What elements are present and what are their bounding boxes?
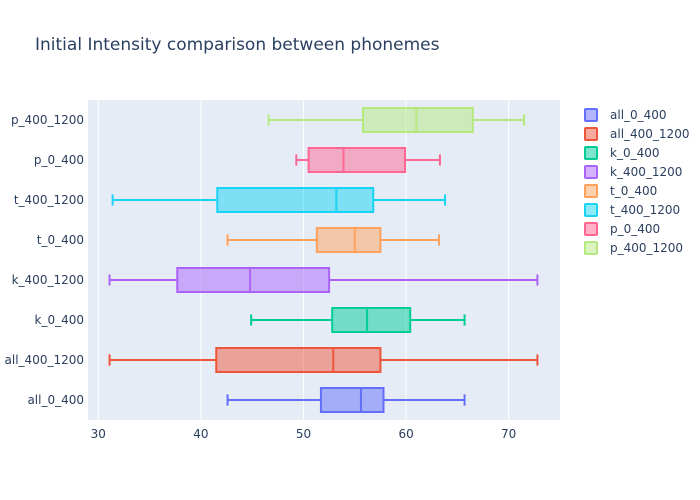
legend-label-t_400_1200: t_400_1200 bbox=[610, 203, 680, 217]
legend-swatch-k_0_400 bbox=[584, 146, 598, 160]
y-tick-label-t_400_1200: t_400_1200 bbox=[14, 193, 84, 207]
x-tick-label-30: 30 bbox=[91, 427, 106, 441]
box-k_0_400[interactable] bbox=[250, 307, 466, 333]
legend-item-p_400_1200[interactable]: p_400_1200 bbox=[584, 241, 683, 255]
box-p_0_400[interactable] bbox=[295, 147, 441, 173]
y-tick-label-t_0_400: t_0_400 bbox=[37, 233, 84, 247]
legend-swatch-k_400_1200 bbox=[584, 165, 598, 179]
legend-item-all_400_1200[interactable]: all_400_1200 bbox=[584, 127, 689, 141]
legend-swatch-p_0_400 bbox=[584, 222, 598, 236]
legend-label-p_400_1200: p_400_1200 bbox=[610, 241, 683, 255]
y-tick-label-all_400_1200: all_400_1200 bbox=[5, 353, 84, 367]
y-tick-label-p_400_1200: p_400_1200 bbox=[11, 113, 84, 127]
x-tick-label-50: 50 bbox=[296, 427, 311, 441]
box-all_0_400[interactable] bbox=[226, 387, 466, 413]
chart-title: Initial Intensity comparison between pho… bbox=[35, 35, 440, 55]
box-iqr-p_400_1200 bbox=[361, 107, 474, 133]
x-tick-labels: 30 40 50 60 70 bbox=[91, 427, 517, 441]
y-tick-labels: all_0_400 all_400_1200 k_0_400 k_400_1200 t_… bbox=[5, 113, 84, 407]
box-iqr-all_400_1200 bbox=[215, 347, 382, 373]
legend-swatch-t_400_1200 bbox=[584, 203, 598, 217]
box-iqr-p_0_400 bbox=[307, 147, 407, 173]
legend-swatch-p_400_1200 bbox=[584, 241, 598, 255]
x-tick-label-60: 60 bbox=[398, 427, 413, 441]
legend-label-t_0_400: t_0_400 bbox=[610, 184, 657, 198]
y-tick-label-all_0_400: all_0_400 bbox=[27, 393, 84, 407]
legend-label-all_0_400: all_0_400 bbox=[610, 108, 667, 122]
box-series bbox=[108, 107, 539, 413]
y-tick-label-k_400_1200: k_400_1200 bbox=[12, 273, 84, 287]
legend-item-t_0_400[interactable]: t_0_400 bbox=[584, 184, 657, 198]
legend-swatch-all_0_400 bbox=[584, 108, 598, 122]
legend-item-t_400_1200[interactable]: t_400_1200 bbox=[584, 203, 680, 217]
x-tick-label-40: 40 bbox=[193, 427, 208, 441]
legend[interactable]: all_0_400 all_400_1200 k_0_400 k_400_1200 t_… bbox=[584, 108, 689, 255]
legend-swatch-t_0_400 bbox=[584, 184, 598, 198]
box-k_400_1200[interactable] bbox=[108, 267, 539, 293]
box-iqr-all_0_400 bbox=[319, 387, 385, 413]
y-tick-label-p_0_400: p_0_400 bbox=[34, 153, 84, 167]
box-p_400_1200[interactable] bbox=[267, 107, 526, 133]
legend-item-k_0_400[interactable]: k_0_400 bbox=[584, 146, 660, 160]
legend-item-k_400_1200[interactable]: k_400_1200 bbox=[584, 165, 682, 179]
legend-item-p_0_400[interactable]: p_0_400 bbox=[584, 222, 660, 236]
legend-label-p_0_400: p_0_400 bbox=[610, 222, 660, 236]
y-tick-label-k_0_400: k_0_400 bbox=[35, 313, 85, 327]
legend-label-k_0_400: k_0_400 bbox=[610, 146, 660, 160]
box-iqr-t_400_1200 bbox=[216, 187, 375, 213]
legend-swatch-all_400_1200 bbox=[584, 127, 598, 141]
box-t_0_400[interactable] bbox=[226, 227, 440, 253]
box-iqr-t_0_400 bbox=[315, 227, 382, 253]
box-iqr-k_0_400 bbox=[331, 307, 412, 333]
legend-label-all_400_1200: all_400_1200 bbox=[610, 127, 689, 141]
legend-label-k_400_1200: k_400_1200 bbox=[610, 165, 682, 179]
box-all_400_1200[interactable] bbox=[108, 347, 539, 373]
x-tick-label-70: 70 bbox=[501, 427, 516, 441]
box-iqr-k_400_1200 bbox=[176, 267, 331, 293]
legend-item-all_0_400[interactable]: all_0_400 bbox=[584, 108, 667, 122]
box-t_400_1200[interactable] bbox=[111, 187, 447, 213]
